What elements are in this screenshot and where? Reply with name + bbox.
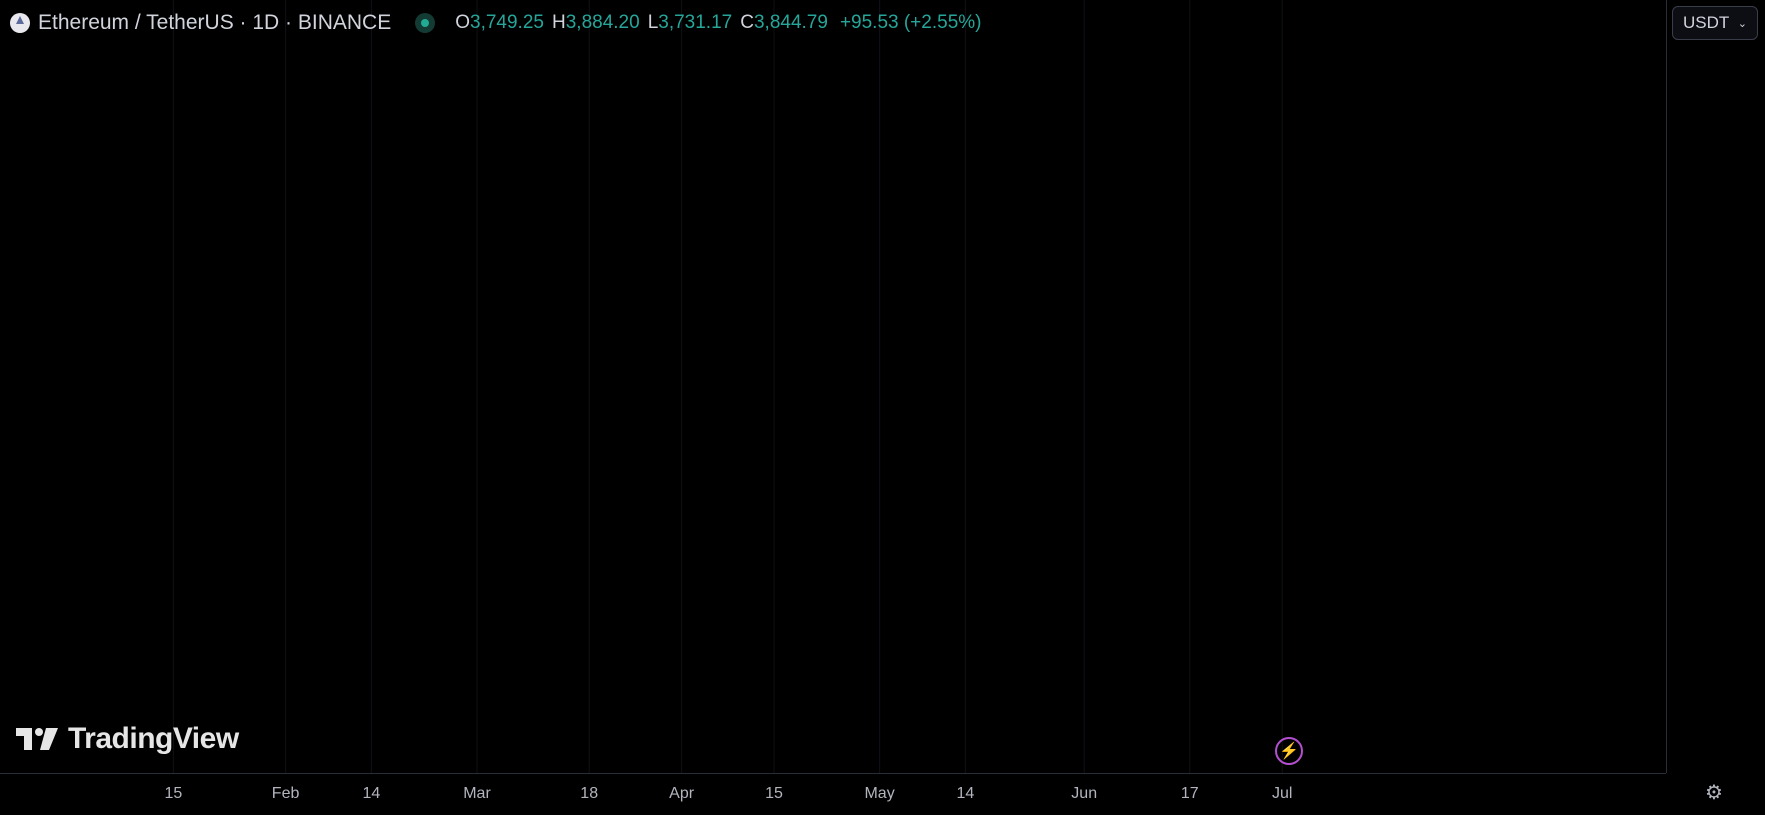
symbol-icon[interactable] <box>10 13 30 33</box>
logo-text: TradingView <box>68 722 239 756</box>
high-key: H <box>552 12 566 33</box>
close-value: 3,844.79 <box>754 12 828 33</box>
time-tick-label: Feb <box>272 785 300 802</box>
time-tick-label: 15 <box>165 785 183 802</box>
time-tick-label: Jun <box>1071 785 1097 802</box>
open-key: O <box>455 12 470 33</box>
time-tick-label: 14 <box>363 785 381 802</box>
tradingview-logo-icon <box>16 726 62 752</box>
time-tick-label: Mar <box>463 785 491 802</box>
gear-icon[interactable]: ⚙ <box>1702 780 1726 804</box>
currency-label: USDT <box>1683 13 1729 33</box>
time-tick-label: 15 <box>765 785 783 802</box>
time-axis-bg <box>0 773 1666 815</box>
open-value: 3,749.25 <box>470 12 544 33</box>
chart-grid <box>0 0 1666 773</box>
change-value: +95.53 (+2.55%) <box>840 12 982 34</box>
low-key: L <box>648 12 659 33</box>
chevron-down-icon: ⌄ <box>1738 17 1747 30</box>
low-value: 3,731.17 <box>658 12 732 33</box>
time-tick-label: Apr <box>669 785 695 802</box>
price-axis-bg <box>1666 0 1765 815</box>
symbol-legend: Ethereum / TetherUS · 1D · BINANCE O3,74… <box>10 8 981 38</box>
ohlc-values: O3,749.25 H3,884.20 L3,731.17 C3,844.79 … <box>455 12 981 34</box>
close-key: C <box>740 12 754 33</box>
symbol-title[interactable]: Ethereum / TetherUS · 1D · BINANCE <box>38 11 391 35</box>
tradingview-logo[interactable]: TradingView <box>16 722 239 756</box>
time-tick-label: May <box>864 785 894 802</box>
time-tick-label: 18 <box>580 785 598 802</box>
currency-selector[interactable]: USDT ⌄ <box>1672 6 1758 40</box>
time-tick-label: 14 <box>957 785 975 802</box>
lightning-icon[interactable]: ⚡ <box>1275 737 1303 765</box>
high-value: 3,884.20 <box>566 12 640 33</box>
time-tick-label: Jul <box>1272 785 1292 802</box>
market-status-icon[interactable] <box>415 13 435 33</box>
time-tick-label: 17 <box>1181 785 1199 802</box>
